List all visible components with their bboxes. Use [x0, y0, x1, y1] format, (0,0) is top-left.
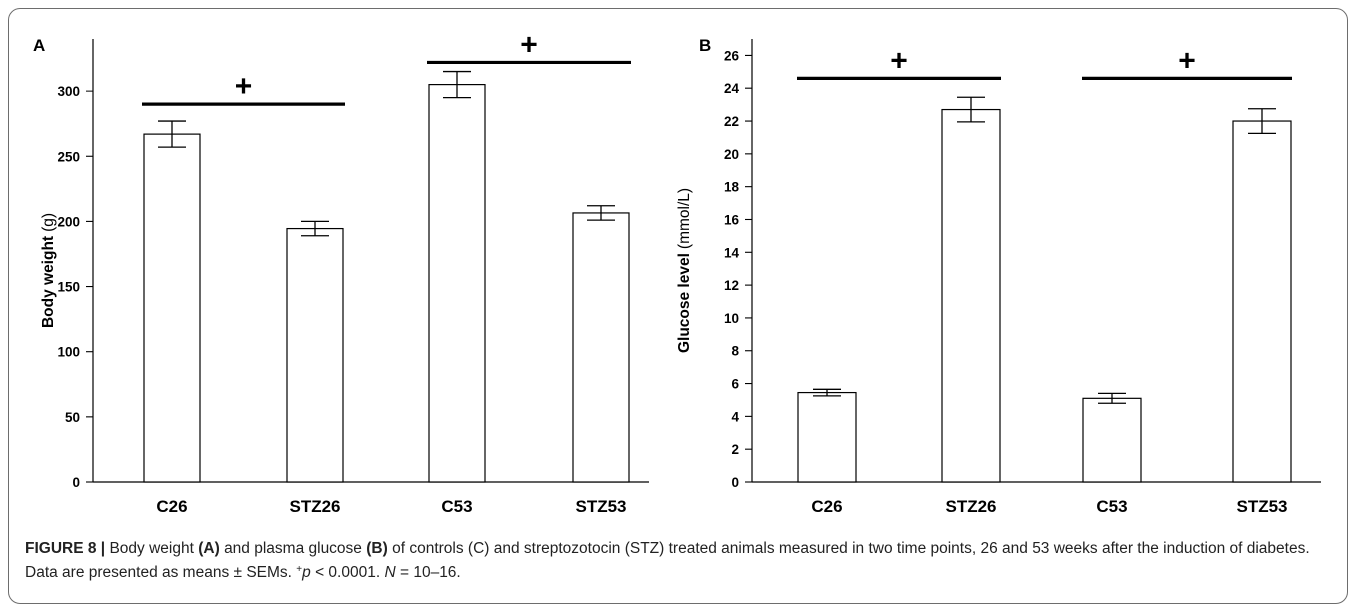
figure-frame: A 0 50 100 150 200 250 300 Body weight(g) C26 STZ2… — [8, 8, 1348, 604]
panel-label: B — [699, 36, 711, 55]
y-axis-title-unit: (g) — [40, 213, 57, 232]
y-axis-title-main: Glucose level — [676, 253, 693, 353]
bar — [941, 108, 1001, 483]
significance-marker: + — [1178, 44, 1196, 77]
panel-label: A — [33, 36, 45, 55]
bar — [428, 84, 486, 483]
significance-marker: + — [890, 44, 908, 77]
y-axis-title-main: Body weight — [40, 236, 57, 328]
bar — [797, 391, 857, 483]
x-category-label: C26 — [811, 497, 842, 516]
y-axis-title-unit: (mmol/L) — [676, 188, 693, 249]
significance-marker: + — [235, 70, 253, 103]
y-tick-label: 12 — [724, 278, 739, 293]
caption-ref-b: (B) — [366, 540, 388, 557]
caption-p-var: p — [302, 564, 311, 581]
y-axis-title: Glucose level (mmol/L) — [676, 188, 693, 353]
caption-ref-a: (A) — [198, 540, 220, 557]
y-tick-label: 50 — [65, 410, 80, 425]
x-category-label: STZ26 — [945, 497, 996, 516]
bar — [1082, 397, 1142, 483]
y-tick-label: 300 — [57, 84, 80, 99]
caption-sig-mark: + — [296, 564, 303, 575]
figure-caption: FIGURE 8 | Body weight (A) and plasma gl… — [25, 537, 1341, 585]
bar — [572, 212, 630, 483]
caption-n-text: = 10–16. — [399, 564, 461, 581]
y-axis-title: Body weight (g) — [40, 213, 57, 328]
y-tick-label: 200 — [57, 214, 80, 229]
x-category-label: C53 — [441, 497, 472, 516]
y-tick-label: 26 — [724, 48, 740, 63]
bar — [1232, 120, 1292, 483]
y-tick-label: 0 — [731, 475, 739, 490]
y-tick-label: 18 — [724, 180, 740, 195]
caption-figure-label: FIGURE 8 | — [25, 540, 106, 557]
caption-text-2: and plasma glucose — [224, 540, 362, 557]
y-tick-label: 150 — [57, 280, 80, 295]
y-tick-label: 14 — [724, 245, 740, 260]
y-tick-label: 2 — [731, 442, 739, 457]
bar — [143, 133, 201, 483]
y-tick-label: 4 — [731, 409, 739, 424]
significance-marker: + — [520, 28, 538, 61]
x-category-label: STZ26 — [289, 497, 340, 516]
y-tick-label: 22 — [724, 114, 739, 129]
y-tick-label: 250 — [57, 149, 80, 164]
x-category-label: STZ53 — [575, 497, 626, 516]
x-category-label: STZ53 — [1236, 497, 1287, 516]
caption-text-1: Body weight — [109, 540, 194, 557]
y-tick-label: 10 — [724, 311, 739, 326]
x-category-label: C26 — [156, 497, 187, 516]
y-tick-label: 8 — [731, 344, 739, 359]
y-tick-label: 0 — [72, 475, 80, 490]
bar — [286, 227, 344, 483]
caption-n-var: N — [384, 564, 396, 581]
chart-panel-a: A 0 50 100 150 200 250 300 Body weight (g) C26 STZ2… — [33, 28, 649, 516]
y-tick-label: 20 — [724, 147, 739, 162]
caption-text-3: of controls (C) and streptozotocin (STZ)… — [25, 540, 1310, 581]
y-tick-label: 16 — [724, 212, 740, 227]
x-category-label: C53 — [1096, 497, 1127, 516]
y-tick-label: 6 — [731, 377, 739, 392]
caption-p-text: < 0.0001. — [315, 564, 381, 581]
y-tick-label: 100 — [57, 345, 80, 360]
y-tick-label: 24 — [724, 81, 740, 96]
